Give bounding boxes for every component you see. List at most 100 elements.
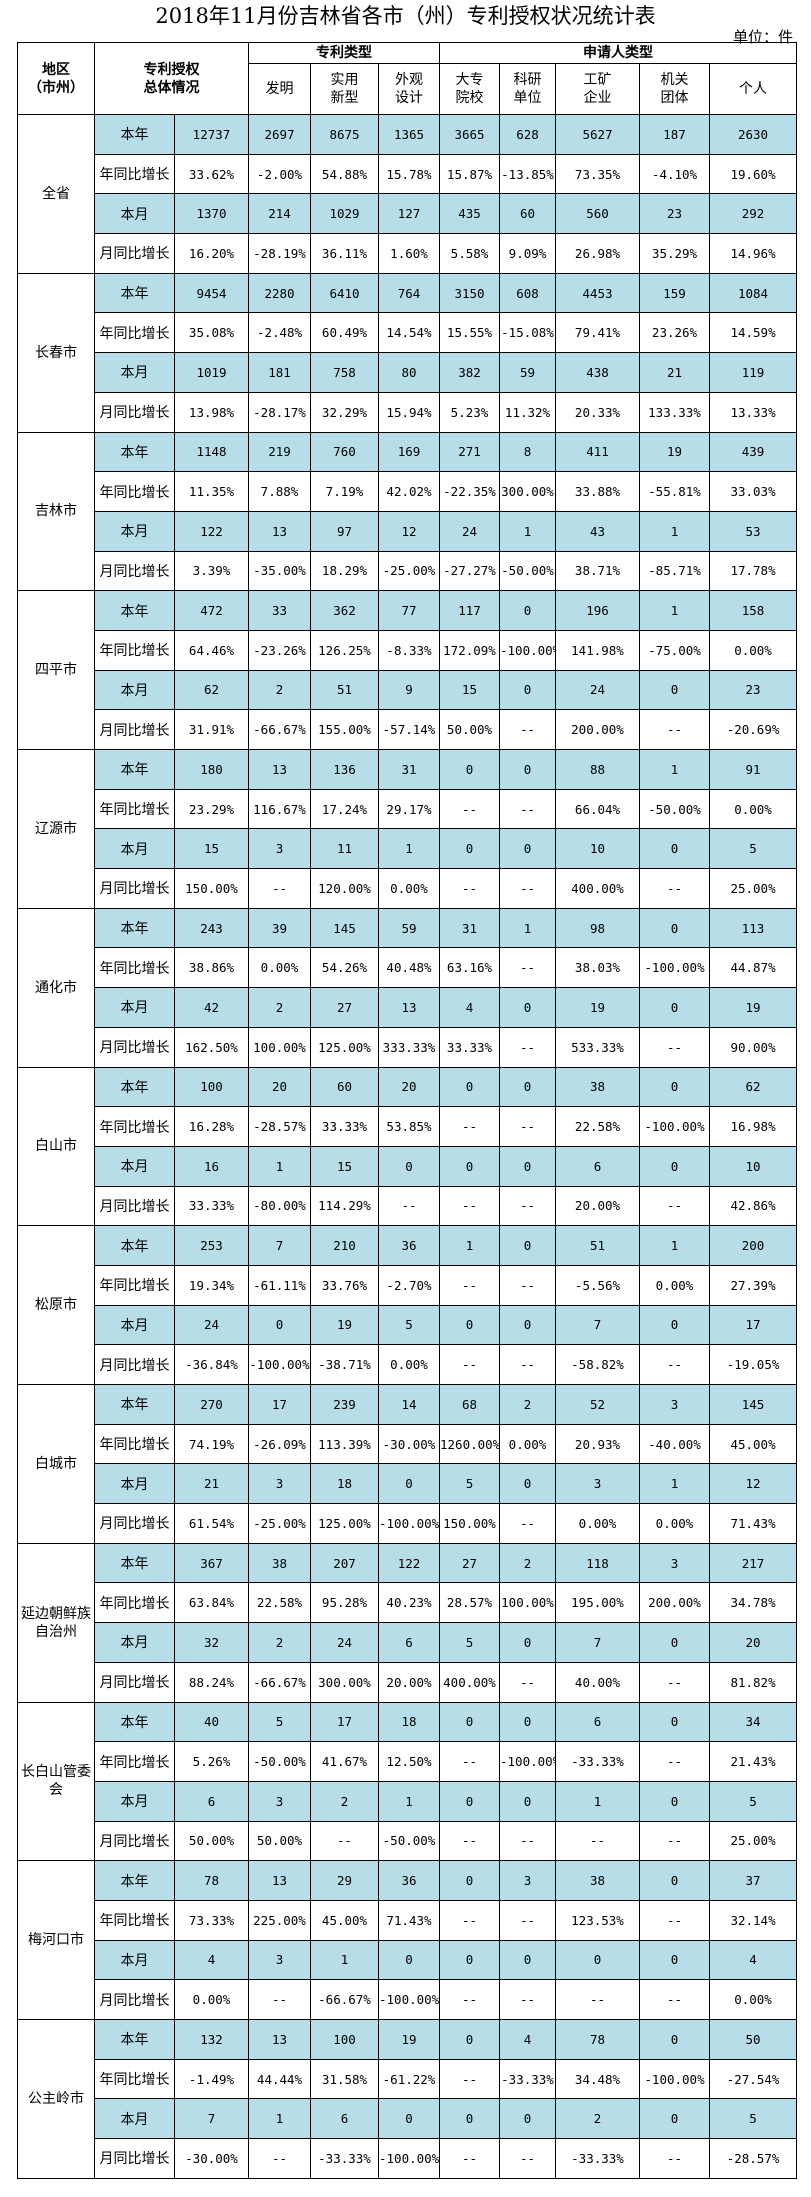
value-cell: -- [500,1107,556,1147]
value-cell: -4.10% [640,154,710,194]
table-row: 年同比增长38.86%0.00%54.26%40.48%63.16%--38.0… [18,948,797,988]
total-cell: 180 [175,750,249,790]
value-cell: -- [640,1662,710,1702]
value-cell: 20 [710,1623,797,1663]
row-label: 本年 [95,1067,175,1107]
row-label: 本月 [95,353,175,393]
row-label: 本月 [95,1940,175,1980]
value-cell: 34 [710,1702,797,1742]
value-cell: 95.28% [311,1583,379,1623]
header-col-1-line2: 新型 [331,90,359,106]
value-cell: 145 [710,1385,797,1425]
value-cell: 27.39% [710,1265,797,1305]
row-label: 月同比增长 [95,1662,175,1702]
value-cell: 97 [311,511,379,551]
value-cell: 13 [249,1861,311,1901]
header-col-6-line1: 机关 [661,72,689,88]
value-cell: 4 [500,2020,556,2060]
value-cell: 60.49% [311,313,379,353]
value-cell: -66.67% [249,710,311,750]
row-label: 本月 [95,829,175,869]
value-cell: 0 [640,1305,710,1345]
value-cell: -50.00% [500,551,556,591]
value-cell: -- [640,1900,710,1940]
header-col-4-line1: 科研 [514,72,542,88]
value-cell: 758 [311,353,379,393]
value-cell: -19.05% [710,1345,797,1385]
table-row: 年同比增长23.29%116.67%17.24%29.17%----66.04%… [18,789,797,829]
value-cell: 25.00% [710,1821,797,1861]
table-row: 本月62251915024023 [18,670,797,710]
value-cell: 21.43% [710,1742,797,1782]
value-cell: 292 [710,194,797,234]
value-cell: 66.04% [556,789,640,829]
row-label: 月同比增长 [95,710,175,750]
value-cell: 19 [379,2020,440,2060]
total-cell: 33.33% [175,1186,249,1226]
table-row: 月同比增长33.33%-80.00%114.29%------20.00%--4… [18,1186,797,1226]
value-cell: 7.19% [311,472,379,512]
header-patent-type: 专利类型 [249,43,440,64]
value-cell: 219 [249,432,311,472]
value-cell: 100.00% [249,1027,311,1067]
total-cell: 35.08% [175,313,249,353]
value-cell: -- [500,1027,556,1067]
row-label: 月同比增长 [95,392,175,432]
row-label: 月同比增长 [95,1027,175,1067]
value-cell: 37 [710,1861,797,1901]
value-cell: 5 [710,1781,797,1821]
row-label: 本年 [95,1385,175,1425]
value-cell: 2630 [710,115,797,155]
value-cell: 2 [311,1781,379,1821]
value-cell: 20 [379,1067,440,1107]
value-cell: 80 [379,353,440,393]
table-row: 月同比增长31.91%-66.67%155.00%-57.14%50.00%--… [18,710,797,750]
value-cell: 0 [500,1781,556,1821]
row-label: 年同比增长 [95,1265,175,1305]
row-label: 年同比增长 [95,2059,175,2099]
value-cell: -80.00% [249,1186,311,1226]
row-label: 本年 [95,432,175,472]
value-cell: 35.29% [640,234,710,274]
value-cell: -100.00% [379,2139,440,2179]
table-row: 全省本年12737269786751365366562856271872630 [18,115,797,155]
region-name: 白城市 [18,1385,95,1544]
row-label: 本年 [95,1543,175,1583]
row-label: 年同比增长 [95,1107,175,1147]
value-cell: -40.00% [640,1424,710,1464]
region-name: 四平市 [18,591,95,750]
row-label: 月同比增长 [95,1821,175,1861]
value-cell: 150.00% [440,1504,500,1544]
total-cell: 253 [175,1226,249,1266]
value-cell: 0 [440,1861,500,1901]
value-cell: 88 [556,750,640,790]
region-name: 松原市 [18,1226,95,1385]
value-cell: 31.58% [311,2059,379,2099]
value-cell: 439 [710,432,797,472]
value-cell: 2697 [249,115,311,155]
value-cell: 0 [640,2020,710,2060]
value-cell: 1 [640,750,710,790]
row-label: 月同比增长 [95,869,175,909]
value-cell: -50.00% [249,1742,311,1782]
table-row: 月同比增长50.00%50.00%---50.00%--------25.00% [18,1821,797,1861]
total-cell: 7 [175,2099,249,2139]
value-cell: 113.39% [311,1424,379,1464]
row-label: 本年 [95,1226,175,1266]
value-cell: 1 [640,591,710,631]
header-row-1: 地区 （市州） 专利授权 总体情况 专利类型 申请人类型 [18,43,797,64]
value-cell: -- [500,1345,556,1385]
value-cell: 210 [311,1226,379,1266]
value-cell: 62 [710,1067,797,1107]
row-label: 年同比增长 [95,789,175,829]
row-label: 本月 [95,2099,175,2139]
value-cell: -- [640,2139,710,2179]
value-cell: 1 [500,511,556,551]
value-cell: -5.56% [556,1265,640,1305]
value-cell: -- [440,869,500,909]
table-row: 本月42227134019019 [18,988,797,1028]
value-cell: 17 [249,1385,311,1425]
value-cell: 1365 [379,115,440,155]
value-cell: -55.81% [640,472,710,512]
value-cell: 3 [500,1861,556,1901]
